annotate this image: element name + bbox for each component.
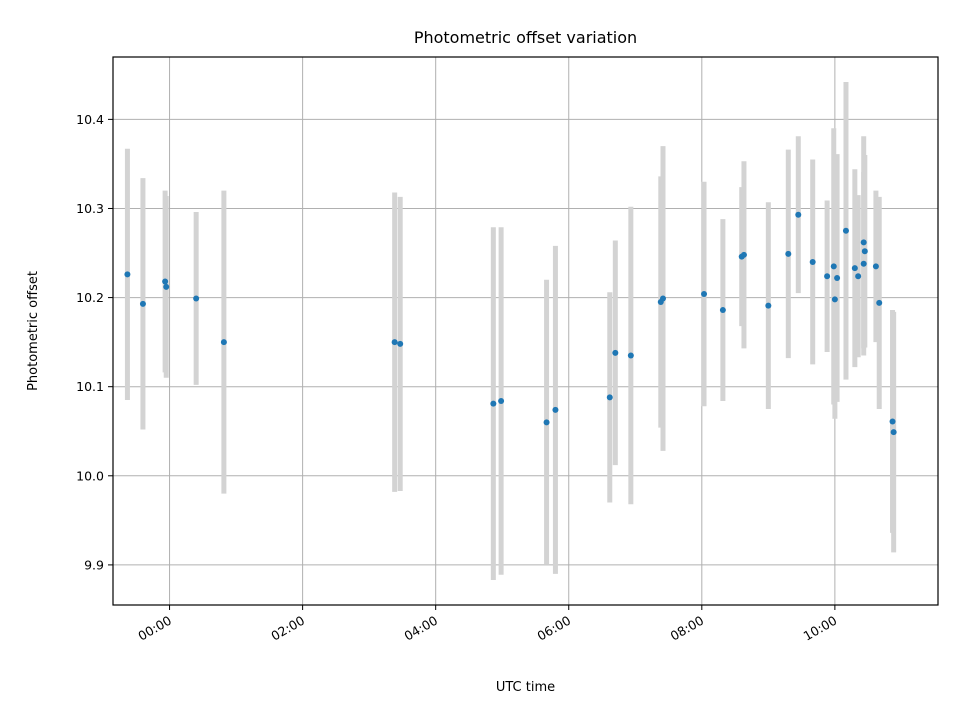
y-tick-label: 10.4 <box>76 112 104 127</box>
data-point <box>543 419 550 426</box>
data-point <box>612 349 619 356</box>
data-point <box>861 248 868 255</box>
data-point <box>855 273 862 280</box>
data-point <box>162 278 169 285</box>
data-point <box>719 307 726 314</box>
data-point <box>830 263 837 270</box>
x-axis-label: UTC time <box>496 680 555 695</box>
data-points <box>124 211 897 436</box>
data-point <box>163 283 170 290</box>
data-point <box>627 352 634 359</box>
plot-frame <box>112 56 939 606</box>
data-point <box>397 340 404 347</box>
data-point <box>795 211 802 218</box>
data-point <box>606 394 613 401</box>
data-point <box>872 263 879 270</box>
chart-title: Photometric offset variation <box>414 28 637 47</box>
data-point <box>660 295 666 302</box>
data-point <box>139 300 146 307</box>
data-point <box>740 251 747 258</box>
data-point <box>193 295 200 302</box>
y-tick-label: 10.2 <box>76 290 104 305</box>
data-point <box>391 339 398 346</box>
y-tick-label: 10.1 <box>76 379 104 394</box>
data-point <box>860 239 867 246</box>
y-axis-label: Photometric offset <box>26 271 41 391</box>
data-point <box>860 260 867 267</box>
data-point <box>834 274 841 281</box>
data-point <box>552 406 559 413</box>
data-point <box>890 429 897 436</box>
data-point <box>876 299 883 306</box>
y-tick-label: 10.0 <box>76 468 104 483</box>
data-point <box>220 339 227 346</box>
data-point <box>701 291 708 298</box>
y-tick-label: 9.9 <box>84 557 104 572</box>
y-tick-label: 10.3 <box>76 201 104 216</box>
data-point <box>831 296 838 303</box>
data-point <box>785 250 792 257</box>
data-point <box>842 227 849 234</box>
data-point <box>124 271 131 278</box>
data-point <box>765 302 772 309</box>
data-point <box>809 258 816 265</box>
data-point <box>851 265 858 272</box>
data-point <box>498 397 505 404</box>
data-point <box>490 400 497 407</box>
data-point <box>889 418 896 425</box>
data-point <box>824 273 831 280</box>
